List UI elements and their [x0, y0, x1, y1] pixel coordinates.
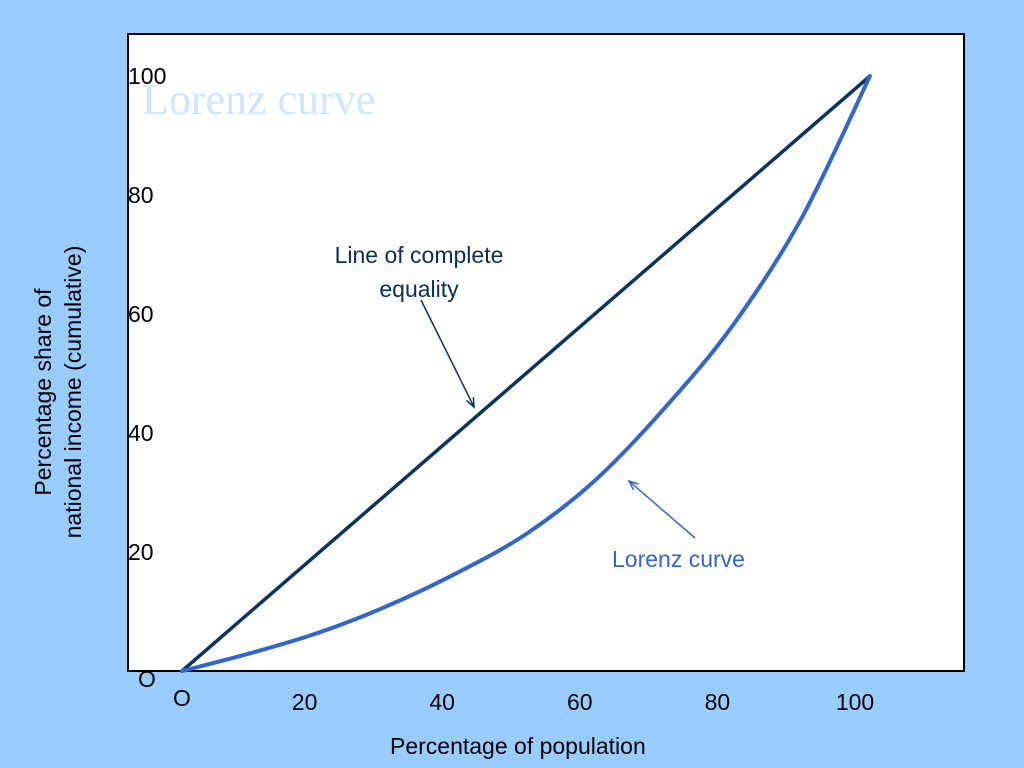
lorenz-curve-line: [180, 74, 872, 673]
equality-annotation-line-2: equality: [379, 276, 459, 302]
y-tick-label: 100: [128, 63, 166, 89]
x-tick-label: 20: [292, 689, 318, 715]
x-tick-label: 60: [567, 689, 593, 715]
equality-line: [180, 74, 872, 673]
y-tick-label: 20: [128, 539, 154, 565]
x-axis-label: Percentage of population: [390, 733, 646, 759]
y-origin-label: O: [138, 666, 156, 692]
plot-area: [127, 33, 965, 672]
annotation-arrows: [420, 299, 696, 539]
x-tick-labels: 20 40 60 80 100 O: [173, 685, 874, 715]
equality-pointer-arrow: [420, 299, 475, 409]
y-tick-label: 40: [128, 420, 154, 446]
y-axis-label: Percentage share of national income (cum…: [28, 162, 88, 622]
series-group: [180, 74, 872, 673]
y-tick-label: 60: [128, 301, 154, 327]
x-tick-label: 40: [429, 689, 455, 715]
x-tick-label: 100: [836, 689, 874, 715]
y-axis-label-line-2: national income (cumulative): [60, 245, 86, 539]
x-tick-label: 80: [705, 689, 731, 715]
equality-line-annotation: Line of complete equality: [318, 238, 520, 306]
y-tick-labels: 20 40 60 80 100 O: [128, 63, 166, 692]
lorenz-pointer-arrow: [627, 479, 696, 539]
lorenz-curve-annotation: Lorenz curve: [612, 546, 745, 572]
y-tick-label: 80: [128, 182, 154, 208]
chart-title: Lorenz curve: [142, 75, 376, 124]
y-axis-label-line-1: Percentage share of: [30, 288, 56, 496]
x-origin-label: O: [173, 685, 191, 711]
equality-annotation-line-1: Line of complete: [334, 242, 504, 268]
